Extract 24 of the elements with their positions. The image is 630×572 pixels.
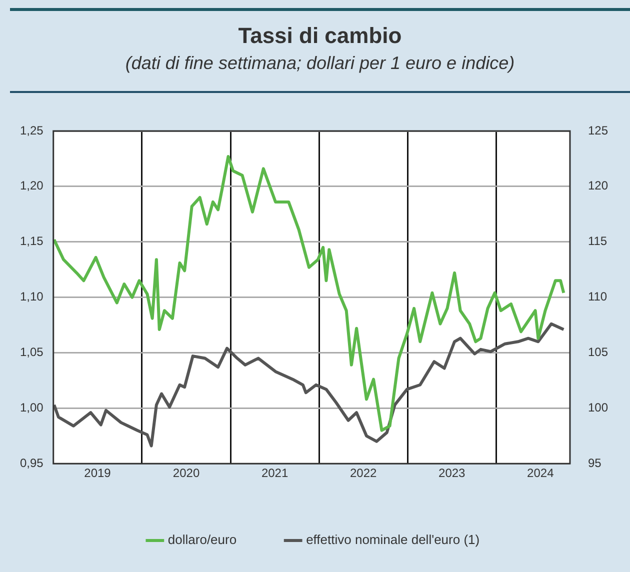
y-tick-label: 0,95 <box>20 456 44 470</box>
x-tick-label: 2023 <box>438 466 466 480</box>
x-tick-label: 2021 <box>261 466 288 480</box>
y2-tick-label: 125 <box>588 123 608 138</box>
y2-tick-label: 115 <box>588 234 608 248</box>
y-tick-label: 1,15 <box>20 234 44 248</box>
x-tick-label: 2019 <box>84 466 112 480</box>
y2-tick-label: 100 <box>588 400 608 414</box>
y-tick-label: 1,25 <box>20 123 44 138</box>
y2-tick-label: 95 <box>588 456 602 470</box>
x-tick-label: 2022 <box>350 466 377 480</box>
y-tick-label: 1,00 <box>20 400 44 414</box>
y2-tick-label: 120 <box>588 178 608 193</box>
legend-label: effettivo nominale dell'euro (1) <box>306 532 480 548</box>
y2-tick-label: 110 <box>588 290 608 304</box>
x-tick-label: 2024 <box>527 466 554 480</box>
y-tick-label: 1,05 <box>20 345 44 360</box>
chart-title: Tassi di cambio <box>237 23 403 49</box>
y-tick-label: 1,20 <box>20 178 44 193</box>
x-tick-label: 2020 <box>172 466 200 480</box>
y-tick-label: 1,10 <box>20 290 44 304</box>
y2-tick-label: 105 <box>588 345 608 360</box>
chart-subtitle: (dati di fine settimana; dollari per 1 euro e indice) <box>124 53 516 74</box>
legend-label: dollaro/euro <box>168 532 237 548</box>
